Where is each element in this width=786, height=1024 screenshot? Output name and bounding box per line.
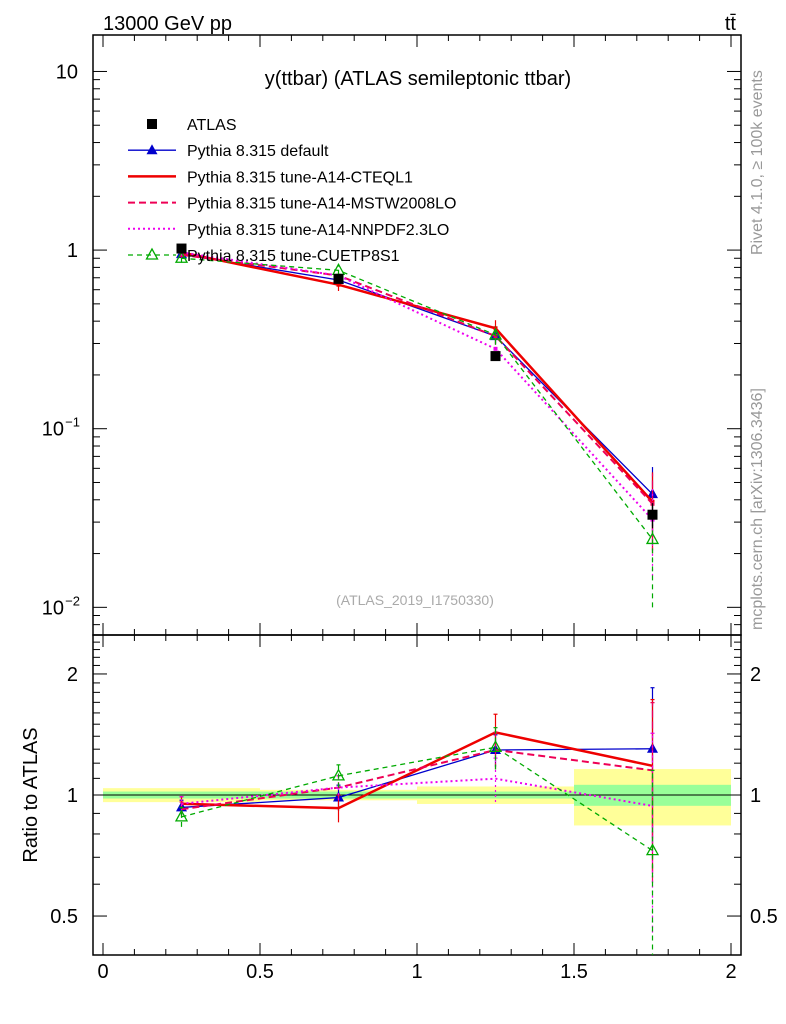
legend-label: Pythia 8.315 tune-CUETP8S1 (187, 248, 400, 265)
ratio-y-tick-label-left: 0.5 (50, 906, 78, 928)
marker-open-triangle (174, 809, 189, 822)
series-line-main (181, 253, 654, 505)
marker-open-triangle (645, 532, 660, 545)
main-y-tick-label: 10 (42, 419, 64, 441)
marker-open-triangle (145, 247, 159, 260)
legend-label-atlas: ATLAS (187, 117, 237, 134)
atlas-data-point (176, 243, 187, 254)
main-y-tick-label: 10 (56, 61, 78, 83)
main-y-tick-exponent: −1 (65, 415, 80, 430)
legend-label: Pythia 8.315 tune-A14-CTEQL1 (187, 169, 413, 186)
marker-triangle (146, 144, 158, 155)
ratio-series-group (174, 687, 660, 955)
ratio-y-tick-label-right: 0.5 (750, 906, 778, 928)
ratio-uncertainty-bands (93, 769, 741, 826)
main-y-tick-label: 1 (67, 240, 78, 262)
legend-label: Pythia 8.315 tune-A14-MSTW2008LO (187, 196, 456, 213)
marker-open-triangle (488, 740, 503, 753)
series-line-ratio (181, 731, 653, 810)
legend-label: Pythia 8.315 default (187, 143, 329, 160)
main-series-group (174, 243, 660, 608)
atlas-data-point (490, 351, 501, 362)
header-energy-label: 13000 GeV pp (103, 13, 232, 35)
rivet-version-text: Rivet 4.1.0, ≥ 100k events (749, 70, 766, 255)
legend: ATLAS Pythia 8.315 default Pythia 8.315 tu… (128, 117, 456, 265)
series-point (493, 346, 498, 351)
ratio-y-tick-label-right: 2 (750, 664, 761, 686)
x-tick-label: 1 (411, 961, 422, 983)
ratio-y-tick-label-left: 1 (67, 785, 78, 807)
series-line-main (181, 253, 653, 495)
x-tick-label: 0 (97, 961, 108, 983)
marker-open-triangle (645, 843, 660, 856)
series-line-ratio (181, 748, 653, 811)
header-process-label: tt̄ (725, 13, 737, 35)
legend-atlas-marker (147, 119, 157, 129)
marker-open-triangle (174, 250, 189, 263)
x-tick-label: 2 (725, 961, 736, 983)
series-line-main (181, 251, 654, 503)
series-line-ratio (181, 746, 653, 852)
chart-title: y(ttbar) (ATLAS semileptonic ttbar) (265, 68, 571, 90)
series-point (336, 282, 341, 287)
atlas-data-point (647, 509, 658, 520)
series-point (493, 334, 498, 339)
marker-open-triangle (331, 768, 346, 781)
marker-open-triangle (488, 327, 503, 340)
x-tick-label: 0.5 (246, 961, 274, 983)
ratio-y-tick-label-left: 2 (67, 664, 78, 686)
ratio-y-tick-label-right: 1 (750, 785, 761, 807)
main-y-tick-exponent: −2 (65, 593, 80, 608)
analysis-watermark: (ATLAS_2019_I1750330) (336, 592, 494, 608)
series-line-main (181, 257, 654, 540)
ratio-ylabel: Ratio to ATLAS (20, 727, 42, 862)
x-tick-label: 1.5 (560, 961, 588, 983)
atlas-data-point (333, 273, 344, 284)
series-line-ratio (181, 777, 653, 807)
series-line-main (181, 251, 654, 521)
mcplots-credit-text: mcplots.cern.ch [arXiv:1306.3436] (749, 388, 766, 630)
series-point (650, 499, 655, 504)
legend-label: Pythia 8.315 tune-A14-NNPDF2.3LO (187, 222, 449, 239)
main-y-tick-label: 10 (42, 597, 64, 619)
